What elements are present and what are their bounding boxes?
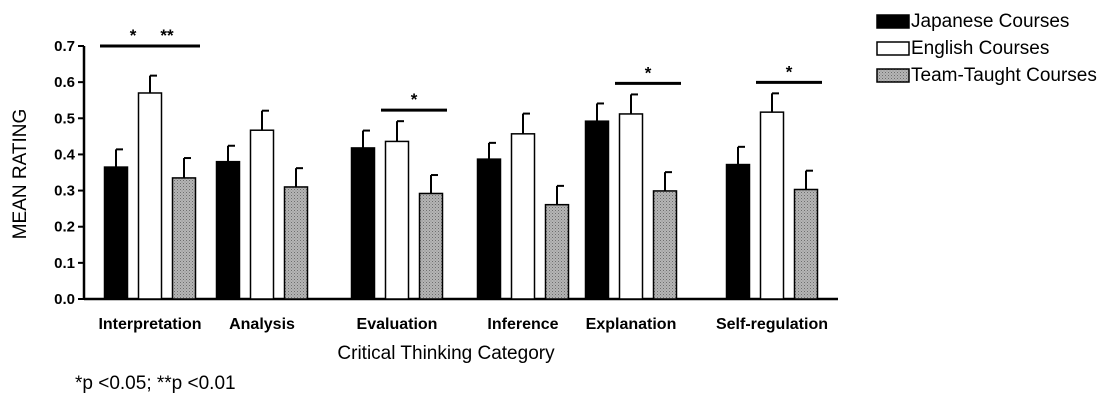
significance-markers: * **** * — [100, 26, 822, 112]
y-tick-label: 0.0 — [54, 291, 75, 308]
y-tick-label: 0.5 — [54, 110, 75, 127]
bar-team-taught-courses-interpretation — [171, 177, 197, 300]
x-category-label: Inference — [487, 316, 558, 333]
bar-english-courses-self-regulation — [759, 111, 785, 300]
x-category-label: Evaluation — [357, 316, 438, 333]
bar-english-courses-evaluation — [384, 140, 410, 300]
bars — [103, 74, 819, 300]
bar-japanese-courses-self-regulation — [725, 163, 751, 300]
axes: 0.0 0.1 0.2 0.3 0.4 0.5 0.6 0.7 Interpretation An… — [54, 38, 838, 333]
significance-label: ** — [160, 26, 174, 45]
x-category-label: Analysis — [229, 316, 295, 333]
y-tick-label: 0.4 — [54, 146, 76, 163]
bar-team-taught-courses-self-regulation — [793, 188, 819, 300]
y-tick-label: 0.7 — [54, 38, 75, 55]
legend-swatch — [876, 41, 910, 56]
bar-english-courses-analysis — [249, 129, 275, 300]
x-category-label: Interpretation — [98, 316, 201, 333]
bar-team-taught-courses-inference — [544, 203, 570, 300]
legend-label: English Courses — [911, 38, 1049, 59]
y-tick-label: 0.2 — [54, 219, 75, 236]
bar-japanese-courses-interpretation — [103, 166, 129, 300]
legend-swatch — [876, 68, 910, 83]
x-axis-title: Critical Thinking Category — [337, 343, 555, 364]
significance-label: * — [130, 26, 137, 45]
y-tick-label: 0.6 — [54, 74, 75, 91]
legend-label: Team-Taught Courses — [911, 65, 1097, 86]
significance-label: * — [411, 90, 418, 109]
legend: Japanese Courses English Courses Team-Taug… — [876, 11, 1097, 86]
bar-team-taught-courses-analysis — [283, 186, 309, 300]
legend-swatch — [876, 14, 910, 29]
bar-japanese-courses-inference — [476, 158, 502, 300]
bar-team-taught-courses-explanation — [652, 190, 678, 300]
y-tick-label: 0.3 — [54, 183, 75, 200]
legend-label: Japanese Courses — [911, 11, 1069, 32]
significance-label: * — [645, 63, 652, 82]
bar-japanese-courses-explanation — [584, 120, 610, 300]
x-category-label: Explanation — [586, 316, 677, 333]
significance-footnote: *p <0.05; **p <0.01 — [75, 373, 236, 394]
bar-japanese-courses-evaluation — [350, 147, 376, 300]
bar-english-courses-explanation — [618, 113, 644, 300]
bar-english-courses-interpretation — [137, 92, 163, 300]
bar-japanese-courses-analysis — [215, 160, 241, 300]
significance-label: * — [786, 62, 793, 81]
bar-team-taught-courses-evaluation — [418, 192, 444, 300]
y-axis-title: MEAN RATING — [10, 109, 31, 240]
bar-english-courses-inference — [510, 133, 536, 300]
y-tick-label: 0.1 — [54, 255, 75, 272]
x-category-label: Self-regulation — [716, 316, 828, 333]
